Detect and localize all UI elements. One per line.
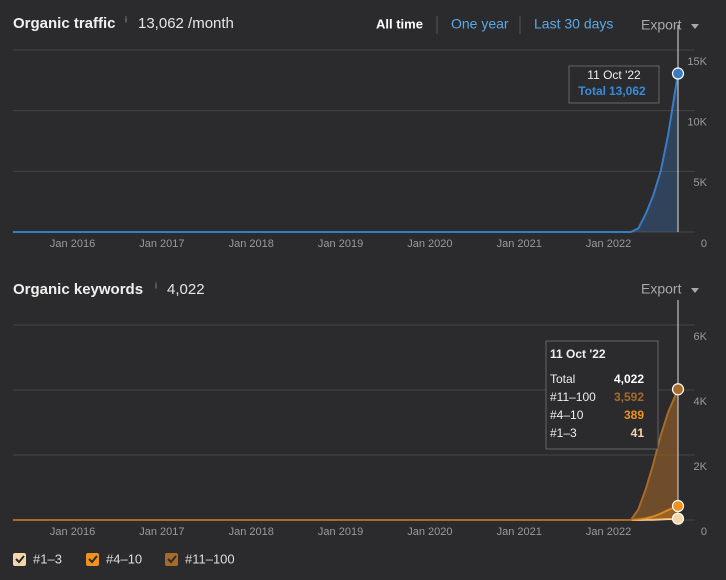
x-tick-label: Jan 2018 (229, 526, 274, 538)
x-tick-label: Jan 2021 (497, 526, 542, 538)
y-tick-label: 0 (701, 526, 707, 538)
tooltip (545, 340, 659, 450)
x-tick-label: Jan 2020 (407, 238, 452, 250)
check-mark (15, 555, 25, 564)
check-mark (167, 555, 177, 564)
tooltip-label: #11–100 (550, 390, 596, 404)
x-tick-label: Jan 2019 (318, 238, 363, 250)
tooltip-value: 3,592 (614, 390, 644, 404)
check-mark (88, 555, 98, 564)
point (671, 499, 685, 513)
export-button[interactable]: Export (641, 17, 682, 33)
area (13, 506, 678, 520)
legend-label[interactable]: #1–3 (33, 551, 62, 566)
tooltip-value: 41 (631, 426, 645, 440)
x-tick-label: Jan 2022 (586, 238, 631, 250)
tooltip-label: #1–3 (550, 426, 577, 440)
tooltip-date: 11 Oct '22 (550, 347, 606, 361)
x-tick-label: Jan 2016 (50, 238, 95, 250)
tooltip-value: 13,062 (609, 84, 646, 98)
y-tick-label: 10K (687, 117, 707, 129)
tooltip-label: Total (550, 372, 575, 386)
point (671, 383, 685, 396)
section-title: Organic traffic (13, 15, 116, 32)
tab[interactable]: All time (376, 16, 423, 31)
summary: 4,022 (167, 281, 205, 298)
tooltip-value: 389 (624, 408, 644, 422)
x-tick-label: Jan 2020 (407, 526, 452, 538)
export-button[interactable]: Export (641, 281, 682, 297)
legend-label[interactable]: #4–10 (106, 551, 142, 566)
x-tick-label: Jan 2018 (229, 238, 274, 250)
tooltip-label: Total (578, 84, 606, 98)
tooltip (568, 65, 660, 104)
line (13, 73, 679, 233)
x-tick-label: Jan 2016 (50, 526, 95, 538)
point (671, 67, 685, 80)
y-tick-label: 15K (687, 56, 707, 68)
section-title: Organic keywords (13, 281, 143, 298)
y-tick-label: 4K (694, 396, 708, 408)
legend-checkbox[interactable] (86, 553, 99, 566)
point (671, 512, 685, 525)
x-tick-label: Jan 2017 (139, 238, 184, 250)
legend-checkbox[interactable] (13, 553, 26, 566)
tooltip-date: 11 Oct '22 (587, 68, 641, 82)
tab[interactable]: One year (451, 16, 509, 32)
tab[interactable]: Last 30 days (534, 16, 613, 32)
y-tick-label: 5K (694, 177, 708, 189)
y-tick-label: 6K (694, 331, 708, 343)
info-icon[interactable]: i (155, 280, 157, 290)
line (13, 505, 679, 521)
line (13, 388, 679, 521)
y-tick-label: 2K (694, 461, 708, 473)
info-icon[interactable]: i (125, 14, 127, 24)
dropdown-arrow (691, 288, 699, 293)
tooltip-label: #4–10 (550, 408, 584, 422)
x-tick-label: Jan 2021 (497, 238, 542, 250)
legend-checkbox[interactable] (165, 553, 178, 566)
legend-label[interactable]: #11–100 (185, 551, 235, 566)
x-tick-label: Jan 2019 (318, 526, 363, 538)
y-tick-label: 0 (701, 238, 707, 250)
x-tick-label: Jan 2022 (586, 526, 631, 538)
tooltip-value: 4,022 (614, 372, 644, 386)
summary: 13,062 /month (138, 15, 234, 32)
dropdown-arrow (691, 24, 699, 29)
x-tick-label: Jan 2017 (139, 526, 184, 538)
